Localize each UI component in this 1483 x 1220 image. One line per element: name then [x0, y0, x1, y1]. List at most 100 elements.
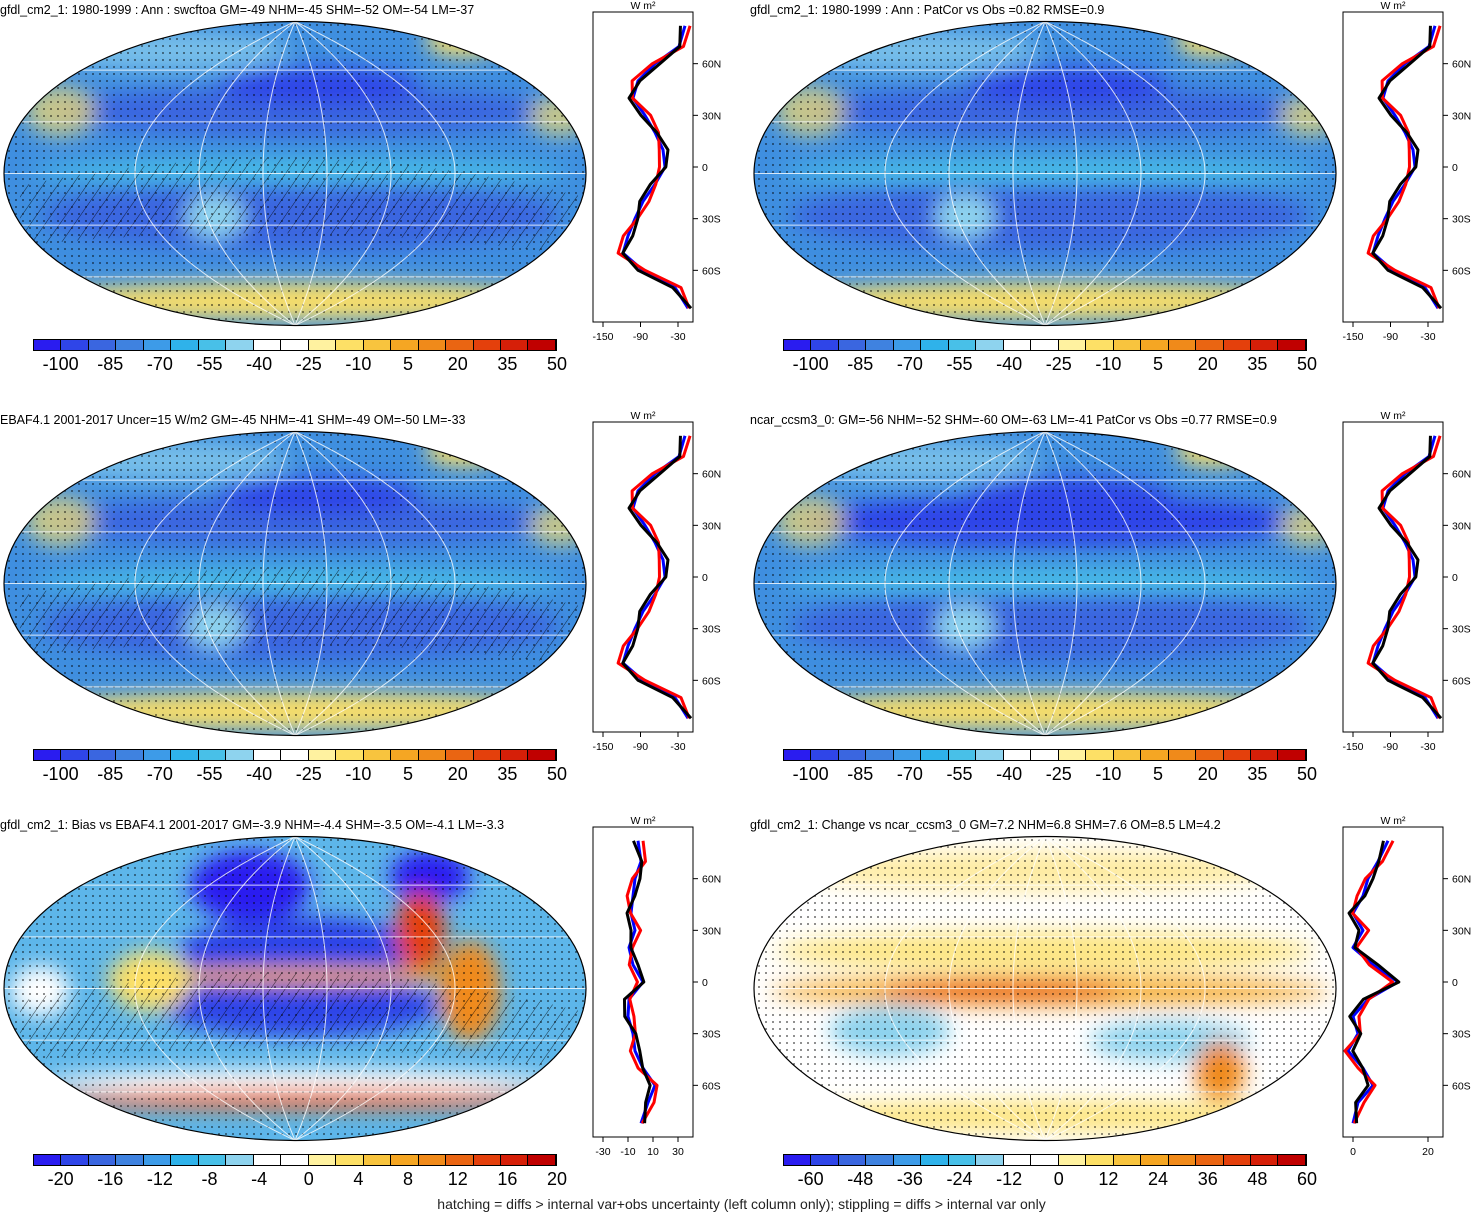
colorbar-label: 12 — [447, 1169, 468, 1189]
colorbar-swatch — [1031, 1155, 1059, 1165]
colorbar-swatch — [1141, 340, 1169, 350]
colorbar-swatch — [88, 1155, 117, 1165]
profile-x-tick-label: -150 — [592, 331, 613, 343]
colorbar-label: -16 — [97, 1169, 124, 1189]
panel-1: gfdl_cm2_1: 1980-1999 : Ann : swcftoa GM… — [0, 0, 740, 405]
footnote: hatching = diffs > internal var+obs unce… — [437, 1196, 1046, 1212]
profile-x-tick-label: -30 — [595, 1146, 610, 1158]
colorbar-label: -36 — [896, 1169, 923, 1189]
colorbar-swatch — [1223, 340, 1251, 350]
profile-x-tick-label: -150 — [592, 741, 613, 753]
lat-tick-label: 30S — [1452, 624, 1471, 636]
panel-title: EBAF4.1 2001-2017 Uncer=15 W/m2 GM=-45 N… — [0, 413, 466, 427]
panel-title: ncar_ccsm3_0: GM=-56 NHM=-52 SHM=-60 OM=… — [750, 413, 1277, 427]
colorbar-swatch — [1003, 750, 1032, 760]
zonal-profile: W m² 60N 30N 0 30S 60S -150 -90 -30 — [592, 0, 721, 343]
colorbar-swatch — [1086, 750, 1114, 760]
colorbar-swatch — [1003, 340, 1032, 350]
lat-tick-label: 60S — [1452, 265, 1471, 277]
map — [3, 835, 587, 1142]
colorbar-swatch — [866, 340, 894, 350]
colorbar-swatch — [1223, 1155, 1251, 1165]
colorbar-swatch — [308, 340, 337, 350]
profile-x-tick-label: -30 — [1420, 331, 1435, 343]
colorbar-label: -4 — [251, 1169, 268, 1189]
colorbar-swatch — [948, 750, 977, 760]
colorbar-swatch — [363, 750, 392, 760]
colorbar-swatch — [1278, 340, 1306, 350]
colorbar-swatch — [143, 1155, 172, 1165]
colorbar-label: -60 — [797, 1169, 824, 1189]
colorbar-swatch — [473, 1155, 501, 1165]
lat-tick-label: 0 — [1452, 977, 1458, 989]
colorbar-label: -10 — [345, 354, 372, 374]
profile-x-tick-label: -30 — [670, 331, 685, 343]
colorbar-swatch — [198, 750, 227, 760]
colorbar-swatch — [811, 1155, 839, 1165]
profile-x-tick-label: -90 — [633, 741, 648, 753]
colorbar-label: -70 — [146, 764, 173, 784]
colorbar-label: -10 — [1095, 354, 1122, 374]
colorbar-swatch — [1250, 750, 1279, 760]
profile-unit: W m² — [1380, 0, 1406, 12]
colorbar-label: 8 — [403, 1169, 414, 1189]
colorbar-swatch — [1223, 750, 1251, 760]
colorbar-swatch — [418, 340, 447, 350]
colorbar-labels: -100 -85 -70 -55 -40 -25 -10 5 20 35 50 — [33, 764, 567, 786]
colorbar-label: 48 — [1247, 1169, 1268, 1189]
colorbar-label: 0 — [1053, 1169, 1064, 1189]
colorbar-label: 5 — [1153, 764, 1164, 784]
colorbar-label: -40 — [246, 354, 273, 374]
colorbar-label: 0 — [303, 1169, 314, 1189]
reference-curve — [621, 25, 693, 310]
colorbar-swatch — [116, 340, 144, 350]
colorbar-swatch — [1113, 750, 1142, 760]
colorbar-swatch — [948, 340, 977, 350]
colorbar-swatch — [528, 1155, 556, 1165]
colorbar-swatch — [1196, 750, 1224, 760]
colorbar-label: 50 — [1296, 764, 1318, 784]
colorbar-swatch — [34, 750, 62, 760]
panel-title: gfdl_cm2_1: Change vs ncar_ccsm3_0 GM=7.… — [750, 818, 1221, 832]
colorbar-swatch — [116, 1155, 144, 1165]
reference-curve — [1371, 435, 1443, 720]
colorbar-swatch — [948, 1155, 977, 1165]
colorbar-label: -12 — [146, 1169, 173, 1189]
profile-x-tick-label: -10 — [620, 1146, 635, 1158]
colorbar — [783, 1154, 1307, 1166]
colorbar-swatch — [811, 750, 839, 760]
reference-curve — [1347, 840, 1401, 1124]
colorbar-swatch — [1250, 1155, 1279, 1165]
colorbar-swatch — [1196, 1155, 1224, 1165]
colorbar-labels: -100 -85 -70 -55 -40 -25 -10 5 20 35 50 — [783, 354, 1317, 376]
colorbar-label: -85 — [847, 354, 874, 374]
lat-tick-label: 60N — [1452, 874, 1471, 886]
colorbar-label: 50 — [1296, 354, 1318, 374]
colorbar-labels: -60 -48 -36 -24 -12 0 12 24 36 48 60 — [783, 1169, 1317, 1191]
colorbar — [33, 749, 557, 761]
panel-3: EBAF4.1 2001-2017 Uncer=15 W/m2 GM=-45 N… — [0, 410, 740, 815]
colorbar-labels: -20 -16 -12 -8 -4 0 4 8 12 16 20 — [33, 1169, 567, 1191]
panel-4: ncar_ccsm3_0: GM=-56 NHM=-52 SHM=-60 OM=… — [750, 410, 1483, 815]
lat-tick-label: 30N — [1452, 925, 1471, 937]
colorbar-label: -100 — [792, 354, 829, 374]
colorbar-label: 36 — [1197, 1169, 1218, 1189]
lat-tick-label: 30S — [702, 624, 721, 636]
colorbar-swatch — [1141, 1155, 1169, 1165]
colorbar-swatch — [976, 1155, 1004, 1165]
colorbar-swatch — [866, 1155, 894, 1165]
colorbar-swatch — [500, 1155, 529, 1165]
colorbar — [33, 339, 557, 351]
colorbar-label: -85 — [847, 764, 874, 784]
panel-5: gfdl_cm2_1: Bias vs EBAF4.1 2001-2017 GM… — [0, 815, 740, 1220]
colorbar-label: 12 — [1098, 1169, 1119, 1189]
colorbar-swatch — [391, 750, 419, 760]
colorbar-swatch — [1113, 1155, 1142, 1165]
colorbar-label: 20 — [1197, 764, 1218, 784]
colorbar-swatch — [143, 340, 172, 350]
colorbar-swatch — [1278, 750, 1306, 760]
lat-tick-label: 30S — [702, 1029, 721, 1041]
profile-x-tick-label: -90 — [1383, 741, 1398, 753]
colorbar-label: 60 — [1296, 1169, 1318, 1189]
colorbar-label: -10 — [1095, 764, 1122, 784]
